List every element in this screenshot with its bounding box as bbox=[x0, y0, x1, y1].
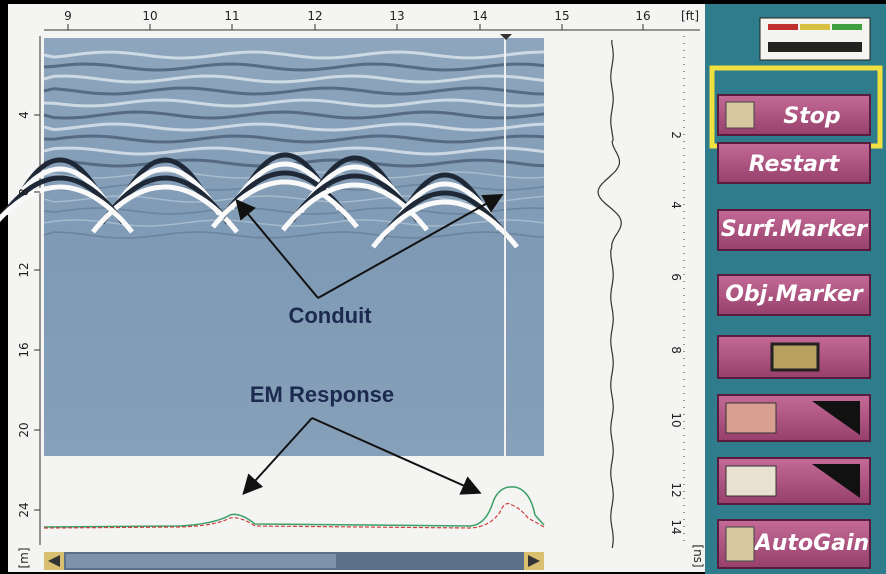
button[interactable]: Obj.Marker bbox=[718, 275, 870, 315]
button[interactable] bbox=[718, 395, 870, 441]
left-tick-label: 16 bbox=[17, 342, 31, 357]
left-tick-label: 8 bbox=[17, 188, 31, 196]
button-icon bbox=[772, 344, 818, 370]
top-tick-label: 13 bbox=[389, 9, 404, 23]
left-tick-label: 24 bbox=[17, 502, 31, 517]
right-tick-label: 12 bbox=[669, 482, 683, 497]
top-tick-label: 15 bbox=[554, 9, 569, 23]
button[interactable] bbox=[718, 336, 870, 378]
top-tick-label: 10 bbox=[142, 9, 157, 23]
left-tick-label: 12 bbox=[17, 262, 31, 277]
button-label: AutoGain bbox=[753, 531, 869, 556]
level-meter bbox=[760, 18, 870, 60]
button-icon bbox=[726, 102, 754, 128]
page: {"top_axis": {"ticks": [9, 10, 11, 12, 1… bbox=[0, 0, 886, 574]
button[interactable]: Surf.Marker bbox=[718, 210, 870, 250]
right-unit: [ns] bbox=[691, 544, 705, 567]
right-tick-label: 14 bbox=[669, 519, 683, 534]
annotation: Conduit bbox=[288, 303, 372, 328]
button-label: Surf.Marker bbox=[721, 217, 868, 242]
button-icon bbox=[726, 403, 776, 433]
left-unit: [m] bbox=[17, 547, 31, 568]
right-tick-label: 8 bbox=[669, 346, 683, 354]
scrollbar[interactable] bbox=[44, 552, 544, 570]
right-tick-label: 2 bbox=[669, 131, 683, 139]
top-tick-label: 9 bbox=[64, 9, 72, 23]
button-icon bbox=[726, 466, 776, 496]
right-tick-label: 10 bbox=[669, 412, 683, 427]
top-tick-label: 12 bbox=[307, 9, 322, 23]
button[interactable]: Stop bbox=[718, 95, 870, 135]
top-tick-label: 14 bbox=[472, 9, 487, 23]
left-tick-label: 4 bbox=[17, 111, 31, 119]
top-tick-label: 16 bbox=[635, 9, 650, 23]
button[interactable] bbox=[718, 458, 870, 504]
button-label: Obj.Marker bbox=[725, 282, 864, 307]
screen: Conduit EM Response Stop Restart Surf.Mark… bbox=[0, 0, 886, 574]
right-tick-label: 6 bbox=[669, 273, 683, 281]
annotation: EM Response bbox=[250, 382, 394, 407]
right-tick-label: 4 bbox=[669, 201, 683, 209]
button[interactable]: AutoGain bbox=[718, 520, 870, 568]
button-label: Stop bbox=[783, 104, 840, 129]
button-icon bbox=[726, 527, 754, 561]
top-unit: [ft] bbox=[681, 9, 699, 23]
top-tick-label: 11 bbox=[224, 9, 239, 23]
left-tick-label: 20 bbox=[17, 422, 31, 437]
button[interactable]: Restart bbox=[718, 143, 870, 183]
button-label: Restart bbox=[749, 152, 841, 177]
